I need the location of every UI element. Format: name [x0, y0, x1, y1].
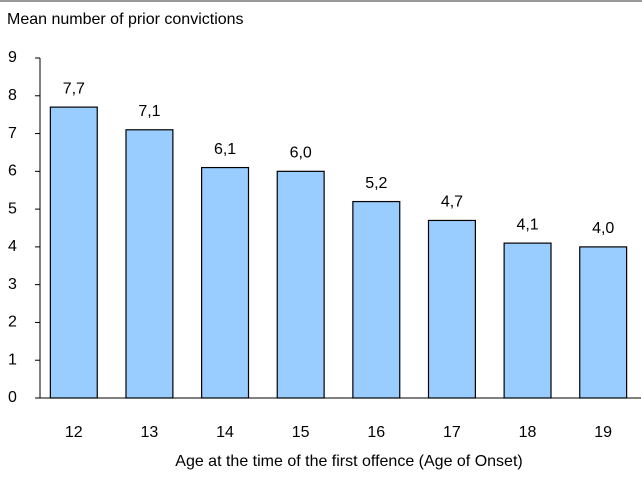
bar: [276, 170, 325, 399]
y-tick-label: 4: [8, 238, 17, 255]
bar: [125, 129, 174, 399]
bar: [579, 246, 628, 399]
y-tick-label: 1: [8, 351, 17, 368]
y-tick-label: 5: [8, 200, 17, 217]
y-tick-label: 7: [8, 125, 17, 142]
y-tick-label: 8: [8, 87, 17, 104]
value-label: 7,1: [138, 103, 160, 120]
bar: [201, 166, 250, 399]
x-axis-title: Age at the time of the first offence (Ag…: [175, 453, 522, 470]
value-label: 4,7: [441, 194, 463, 211]
x-tick-label: 12: [65, 424, 83, 441]
value-label: 5,2: [365, 175, 387, 192]
y-axis-title: Mean number of prior convictions: [7, 11, 244, 28]
bar: [49, 106, 98, 399]
x-tick-label: 13: [141, 424, 159, 441]
value-label: 6,1: [214, 141, 236, 158]
y-tick-label: 6: [8, 163, 17, 180]
x-tick-label: 17: [443, 424, 461, 441]
x-tick-label: 18: [519, 424, 537, 441]
x-tick-label: 16: [367, 424, 385, 441]
y-tick-label: 3: [8, 276, 17, 293]
value-label: 6,0: [290, 145, 312, 162]
value-label: 7,7: [63, 80, 85, 97]
x-tick-label: 15: [292, 424, 310, 441]
bar: [352, 200, 401, 399]
y-tick-label: 0: [8, 389, 17, 406]
value-label: 4,0: [592, 220, 614, 237]
bar: [427, 219, 476, 399]
value-label: 4,1: [516, 216, 538, 233]
y-tick-label: 2: [8, 314, 17, 331]
bar: [503, 242, 552, 399]
y-tick-label: 9: [8, 49, 17, 66]
x-tick-label: 14: [216, 424, 234, 441]
x-tick-label: 19: [594, 424, 612, 441]
